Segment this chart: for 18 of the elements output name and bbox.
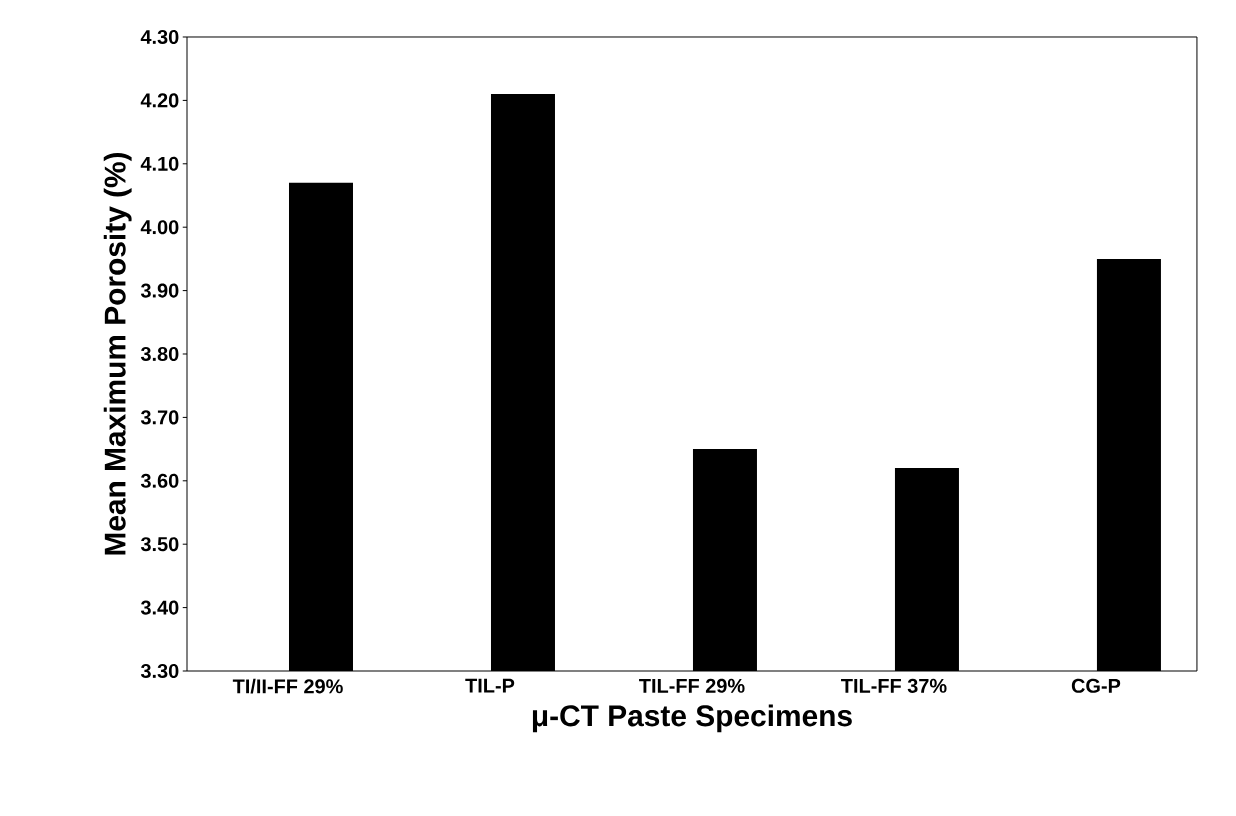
y-axis-title: Mean Maximum Porosity (%) bbox=[103, 152, 132, 555]
y-tick-label: 3.60 bbox=[140, 473, 179, 488]
x-tick-label: TI/II-FF 29% bbox=[232, 678, 343, 694]
y-tick-label: 4.20 bbox=[140, 93, 179, 108]
x-tick-label: TIL-P bbox=[465, 678, 515, 693]
y-tick-label: 3.30 bbox=[140, 663, 179, 679]
y-tick-label: 3.70 bbox=[140, 410, 179, 425]
y-tick-label: 3.90 bbox=[140, 283, 179, 298]
y-tick-label: 3.40 bbox=[140, 600, 179, 615]
x-axis-title: μ-CT Paste Specimens bbox=[532, 704, 852, 733]
y-tick-label: 4.00 bbox=[140, 220, 179, 235]
y-tick-label: 3.50 bbox=[140, 537, 179, 552]
x-tick-label: CG-P bbox=[1071, 678, 1121, 693]
x-tick-label: TIL-FF 29% bbox=[639, 678, 745, 693]
y-tick-label: 3.80 bbox=[140, 346, 179, 362]
y-tick-label: 4.30 bbox=[140, 29, 179, 45]
x-tick-label: TIL-FF 37% bbox=[841, 678, 947, 693]
y-tick-label: 4.10 bbox=[140, 156, 179, 171]
